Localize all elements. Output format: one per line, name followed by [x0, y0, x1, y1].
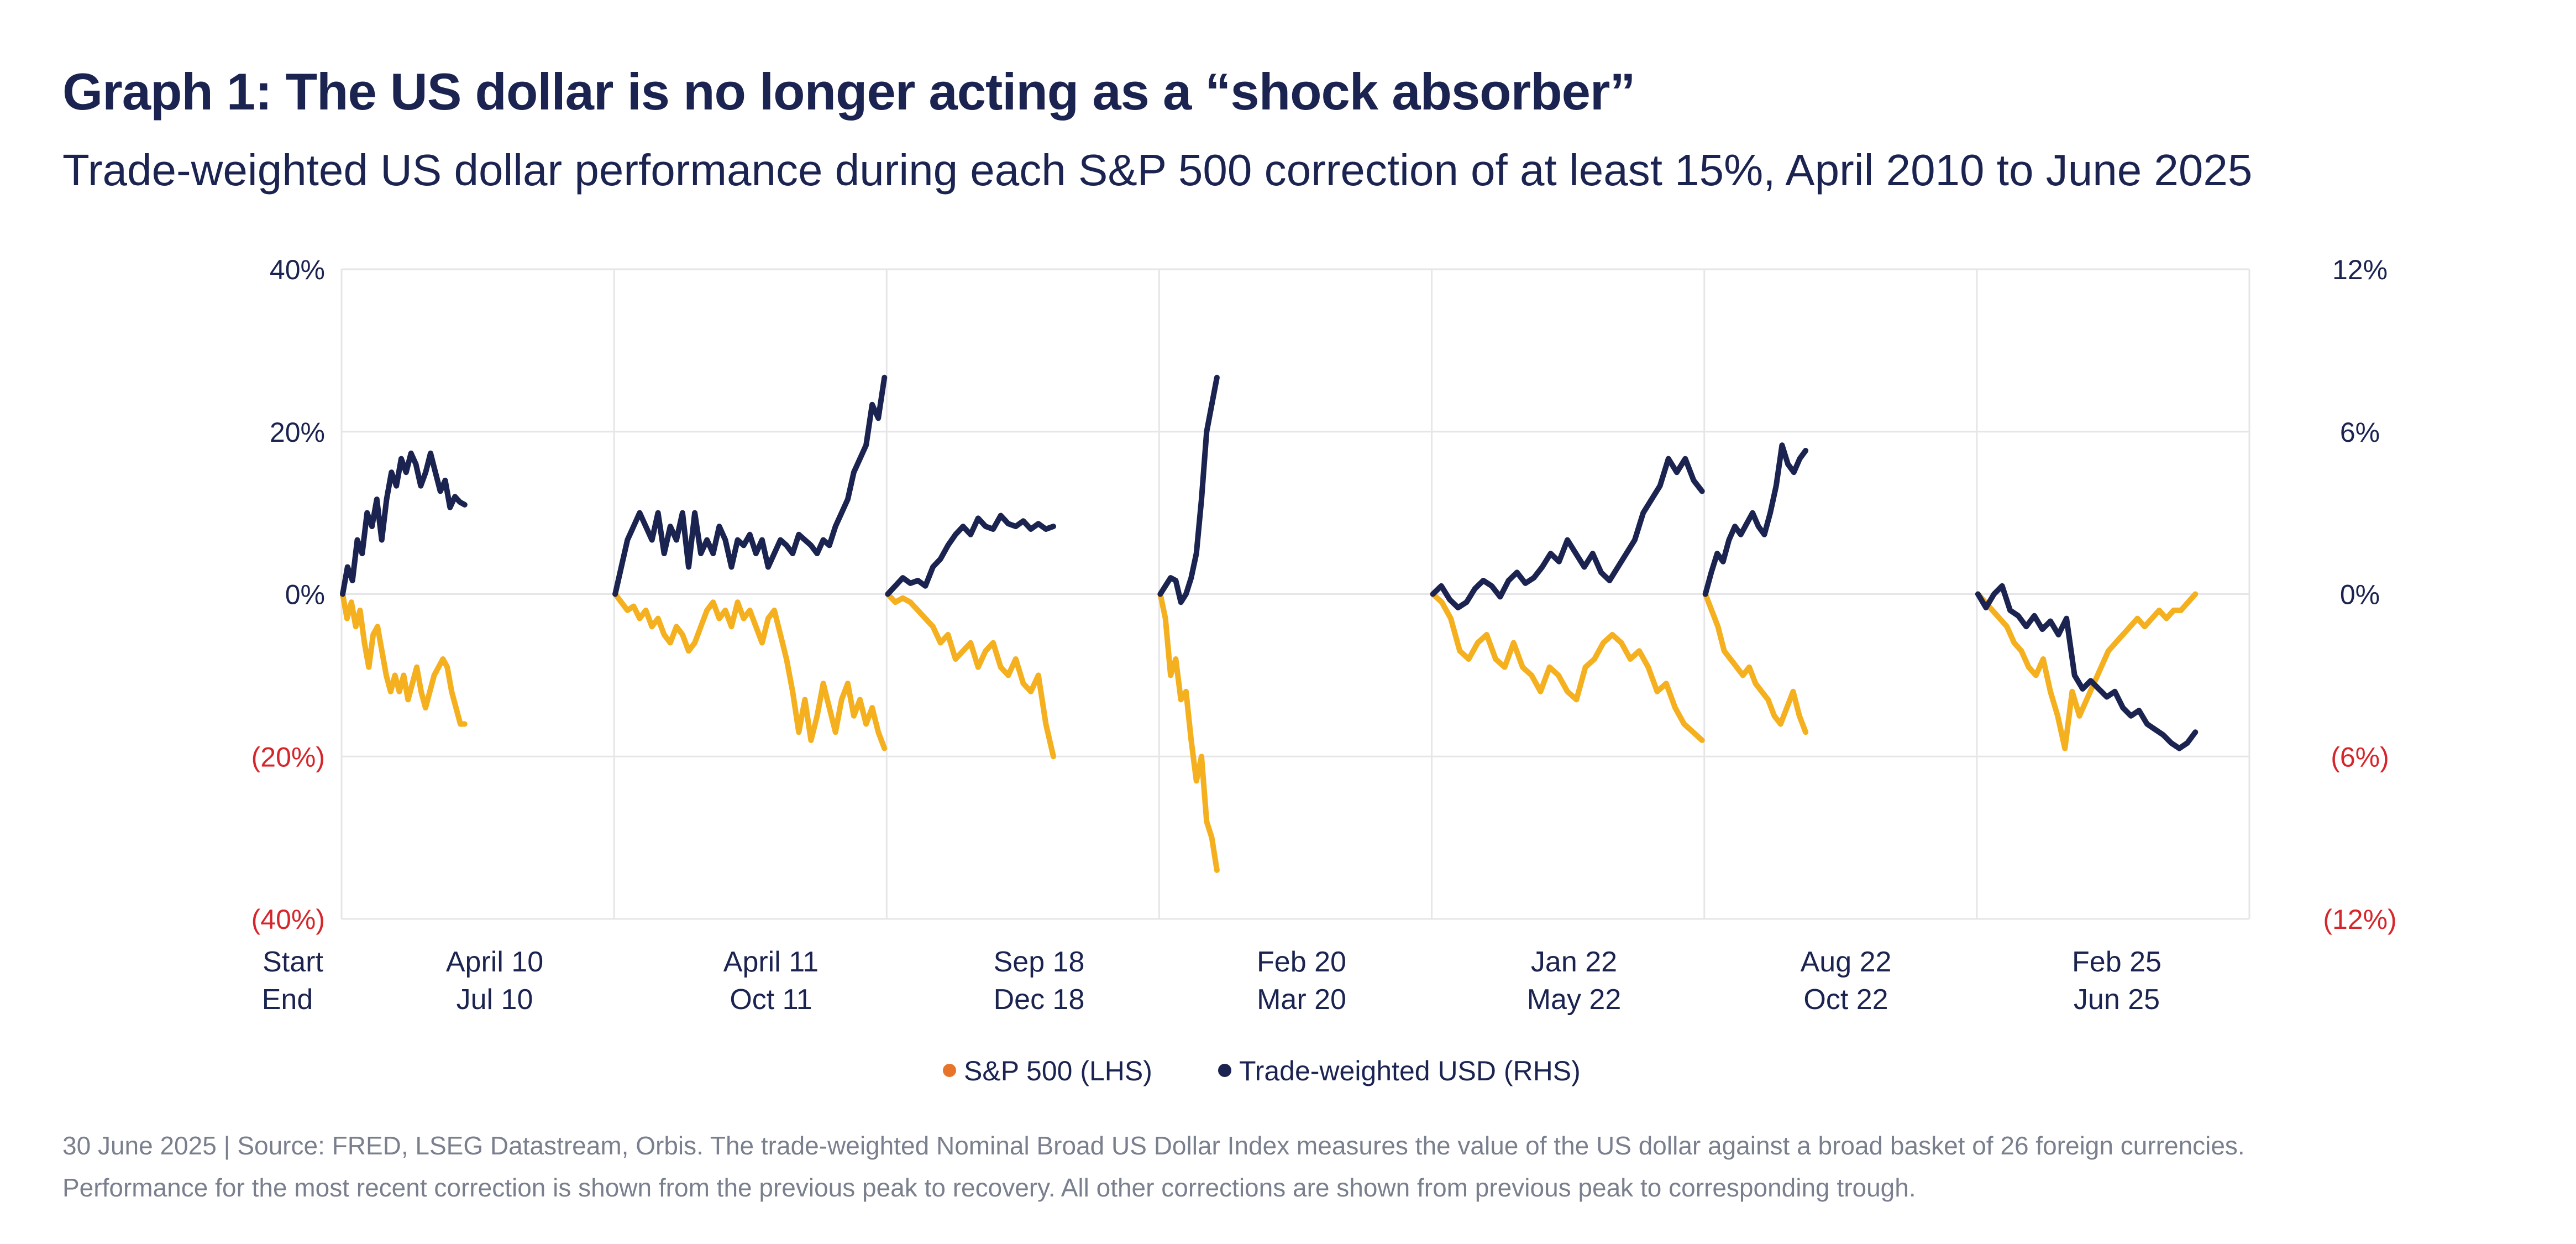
- panel-end-label: Oct 22: [1803, 984, 1888, 1016]
- usd-line: [340, 450, 468, 597]
- y-left-tick-label: (40%): [251, 904, 325, 935]
- panel-end-label: Mar 20: [1257, 984, 1346, 1016]
- panel-end-label: Jun 25: [2074, 984, 2160, 1016]
- sp500-line: [340, 591, 468, 727]
- usd-line: [1975, 583, 2199, 751]
- legend-label: Trade-weighted USD (RHS): [1239, 1055, 1581, 1086]
- y-left-tick-label: 40%: [270, 254, 325, 285]
- panel-end-label: May 22: [1527, 984, 1622, 1016]
- legend-marker: [943, 1064, 956, 1077]
- y-left-tick-label: (20%): [251, 741, 325, 772]
- footnote-line-1: 30 June 2025 | Source: FRED, LSEG Datast…: [62, 1131, 2245, 1160]
- y-right-tick-label: (12%): [2323, 904, 2396, 935]
- panel-end-label: Dec 18: [994, 984, 1085, 1016]
- usd-line: [612, 374, 888, 597]
- panel-start-label: Jan 22: [1531, 946, 1617, 978]
- panel-start-label: Feb 20: [1257, 946, 1346, 978]
- usd-line: [1157, 374, 1220, 605]
- y-left-tick-label: 20%: [270, 417, 325, 448]
- sp500-line: [612, 591, 888, 751]
- y-right-tick-label: 12%: [2332, 254, 2388, 285]
- sp500-line: [1157, 591, 1220, 873]
- panel-end-label: Jul 10: [457, 984, 533, 1016]
- panel-start-label: April 11: [723, 946, 819, 978]
- usd-line: [885, 513, 1056, 597]
- chart-subtitle: Trade-weighted US dollar performance dur…: [62, 145, 2253, 195]
- usd-line: [1702, 442, 1809, 597]
- legend-label: S&P 500 (LHS): [964, 1055, 1152, 1086]
- row-label-end: End: [262, 984, 313, 1016]
- panel-start-label: April 10: [446, 946, 543, 978]
- y-right-tick-label: (6%): [2331, 741, 2389, 772]
- sp500-line: [885, 591, 1056, 760]
- sp500-line: [1975, 591, 2199, 751]
- panel-start-label: Aug 22: [1801, 946, 1892, 978]
- panel-start-label: Sep 18: [994, 946, 1085, 978]
- y-left-tick-label: 0%: [285, 579, 325, 610]
- sp500-line: [1702, 591, 1809, 735]
- legend-marker: [1218, 1064, 1231, 1077]
- panel-start-label: Feb 25: [2072, 946, 2161, 978]
- panel-end-label: Oct 11: [730, 984, 812, 1016]
- footnote-line-2: Performance for the most recent correcti…: [62, 1173, 1916, 1202]
- sp500-line: [1430, 591, 1705, 743]
- chart-title: Graph 1: The US dollar is no longer acti…: [62, 62, 1635, 121]
- y-right-tick-label: 6%: [2340, 417, 2380, 448]
- y-right-tick-label: 0%: [2340, 579, 2380, 610]
- usd-line: [1430, 456, 1705, 610]
- row-label-start: Start: [263, 946, 323, 978]
- footnote: 30 June 2025 | Source: FRED, LSEG Datast…: [62, 1125, 2245, 1209]
- chart: 40% 20% 0% (20%) (40%) 12% 6% 0% (6%) (12%) Start E…: [251, 254, 2397, 1086]
